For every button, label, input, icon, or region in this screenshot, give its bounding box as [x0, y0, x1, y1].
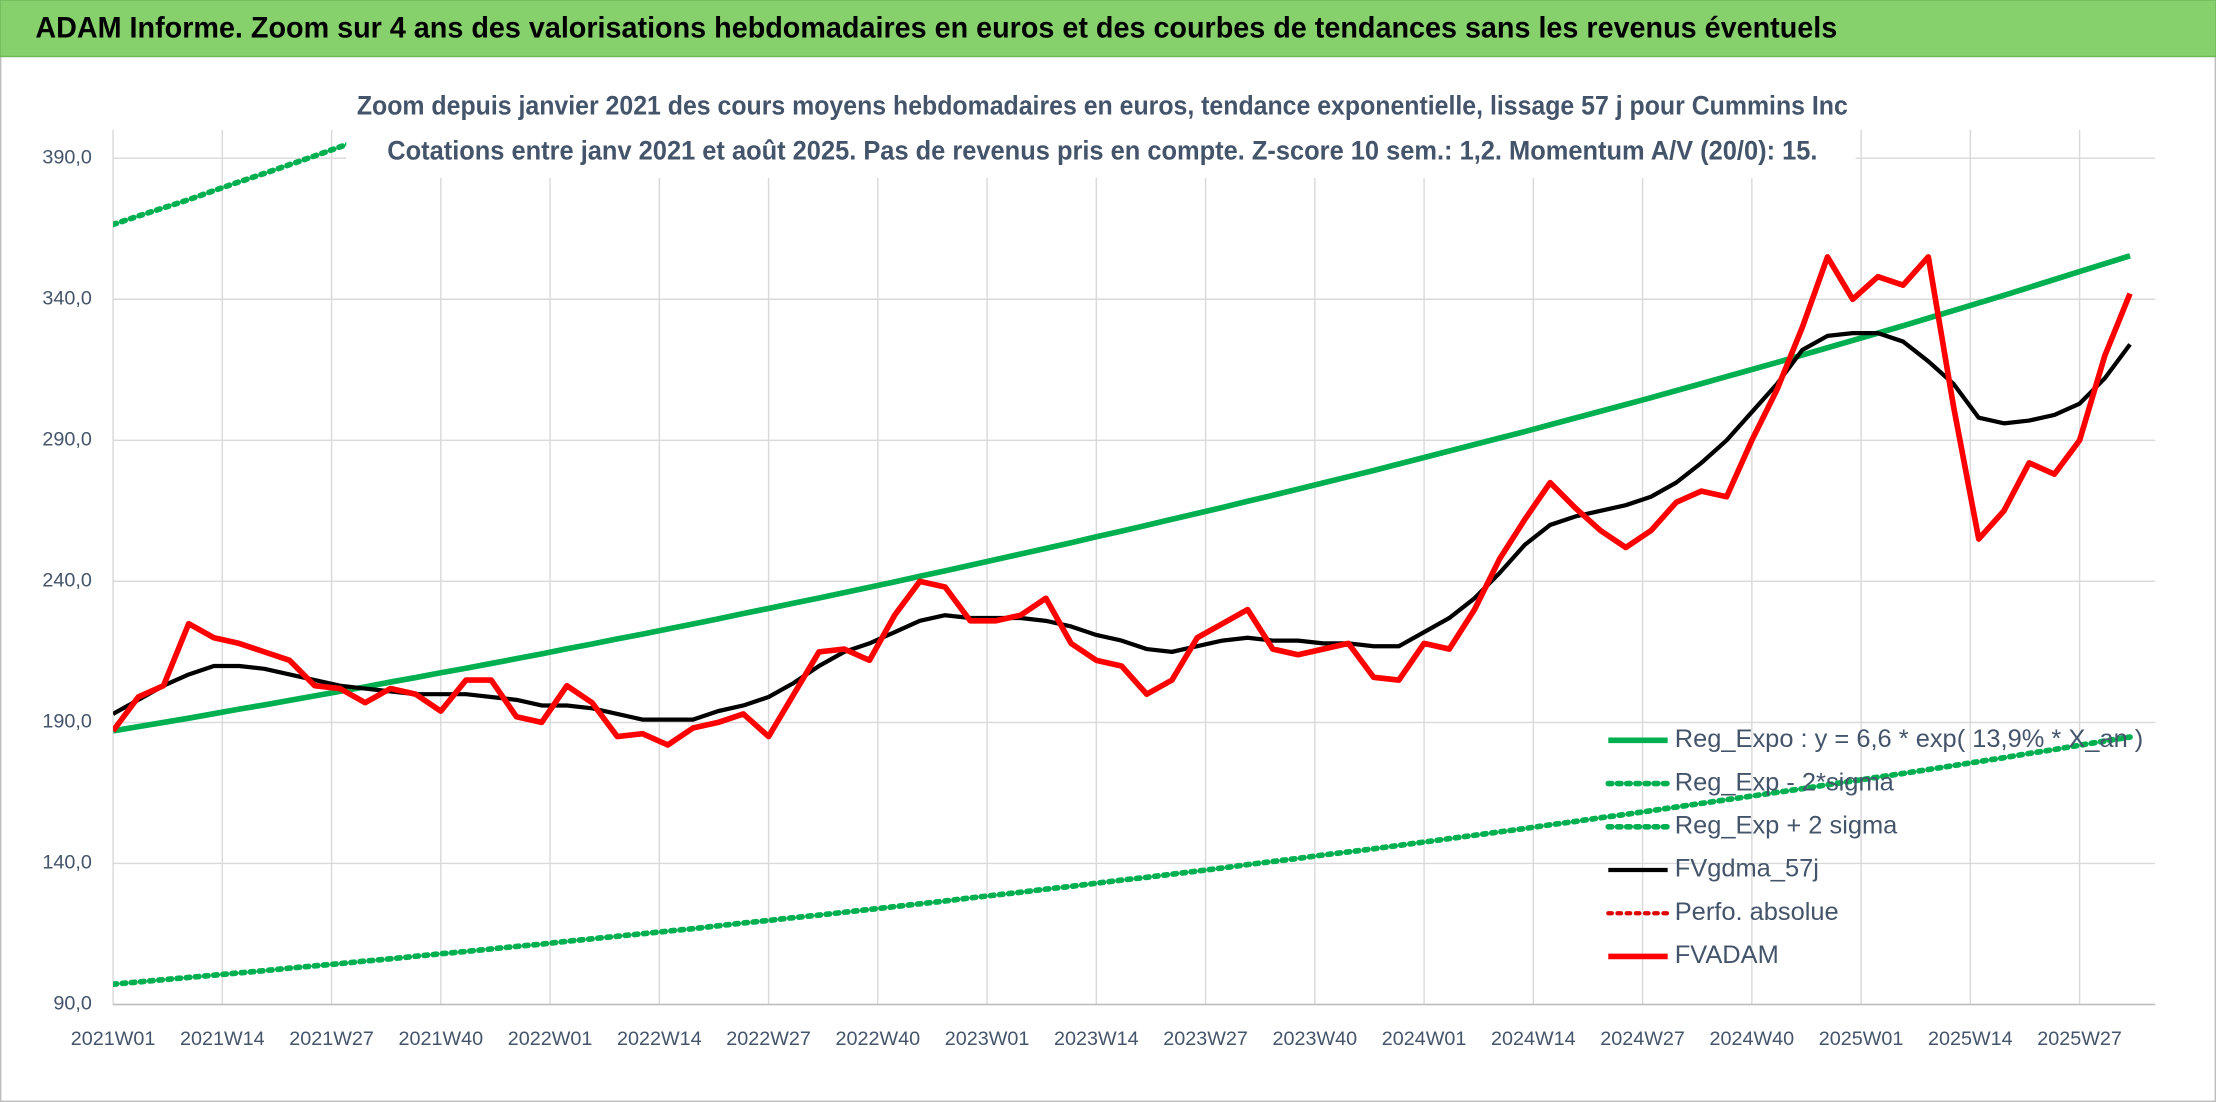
y-tick-label: 190,0 [42, 711, 91, 733]
x-tick-label: 2025W14 [1928, 1028, 2013, 1050]
x-tick-label: 2022W40 [836, 1028, 921, 1050]
x-tick-label: 2023W01 [945, 1028, 1030, 1050]
plot [113, 129, 2133, 988]
x-tick-label: 2021W01 [71, 1028, 156, 1050]
y-tick-label: 390,0 [42, 146, 91, 168]
series-line [113, 253, 2131, 734]
legend-label: Reg_Exp + 2 sigma [1675, 812, 1898, 840]
y-tick-label: 90,0 [53, 993, 91, 1015]
y-tick-label: 140,0 [42, 852, 91, 874]
x-tick-label: 2024W14 [1491, 1028, 1576, 1050]
x-tick-label: 2021W14 [180, 1028, 265, 1050]
y-tick-label: 240,0 [42, 570, 91, 592]
legend-label: FVgdma_57j [1675, 855, 1819, 883]
subtitle-box [346, 81, 1856, 179]
x-tick-label: 2024W40 [1710, 1028, 1795, 1050]
x-tick-label: 2022W27 [726, 1028, 811, 1050]
x-tick-label: 2023W27 [1163, 1028, 1248, 1050]
x-tick-label: 2024W01 [1382, 1028, 1467, 1050]
y-tick-label: 290,0 [42, 429, 91, 451]
x-tick-label: 2021W40 [398, 1028, 483, 1050]
header-bar [0, 0, 2216, 58]
series-line [113, 734, 2133, 988]
legend: Reg_Expo : y = 6,6 * exp( 13,9% * X_an )… [1605, 725, 2144, 969]
x-tick-label: 2025W01 [1819, 1028, 1904, 1050]
legend-label: Reg_Expo : y = 6,6 * exp( 13,9% * X_an ) [1675, 725, 2144, 753]
subtitle: Cotations entre janv 2021 et août 2025. … [387, 136, 1817, 166]
header-title: ADAM Informe. Zoom sur 4 ans des valoris… [35, 12, 1837, 45]
x-tick-label: 2024W27 [1600, 1028, 1685, 1050]
legend-label: Perfo. absolue [1675, 898, 1839, 926]
series-line [113, 254, 2133, 748]
x-tick-label: 2022W01 [508, 1028, 593, 1050]
series-line [113, 330, 2132, 722]
x-tick-label: 2025W27 [2037, 1028, 2122, 1050]
legend-label: Reg_Exp - 2*sigma [1675, 768, 1895, 796]
x-tick-label: 2023W14 [1054, 1028, 1139, 1050]
y-tick-label: 340,0 [42, 287, 91, 309]
x-tick-label: 2022W14 [617, 1028, 702, 1050]
x-tick-label: 2021W27 [289, 1028, 374, 1050]
x-tick-label: 2023W40 [1273, 1028, 1358, 1050]
legend-label: FVADAM [1675, 941, 1779, 969]
subtitle: Zoom depuis janvier 2021 des cours moyen… [357, 90, 1848, 120]
